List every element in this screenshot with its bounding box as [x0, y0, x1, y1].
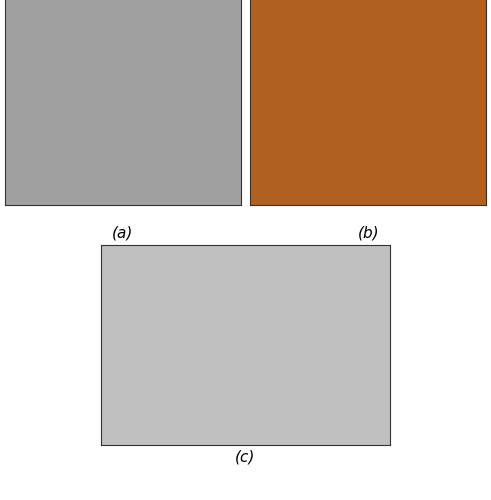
Text: (b): (b) — [357, 225, 379, 240]
Text: (a): (a) — [112, 225, 134, 240]
Text: (c): (c) — [235, 450, 256, 465]
